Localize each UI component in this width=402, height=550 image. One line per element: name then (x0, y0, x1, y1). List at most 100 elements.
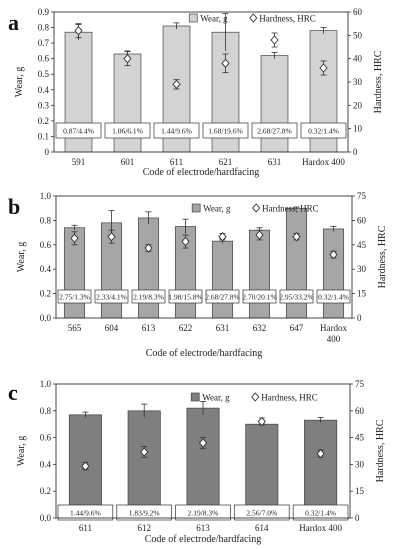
hardness-point (319, 63, 328, 73)
y-right-tick-label: 45 (355, 433, 365, 443)
legend-marker-hardness (252, 203, 261, 213)
x-tick-label: 614 (255, 523, 269, 533)
y-right-tick-label: 75 (355, 379, 365, 389)
hardness-point (221, 58, 230, 69)
value-box-label: 1.44/9.6% (70, 509, 101, 518)
legend-label-wear: Wear, g (203, 204, 231, 214)
y-tick-label: 1.0 (40, 191, 52, 201)
value-box (292, 504, 349, 521)
x-tick-label: 621 (219, 157, 233, 167)
legend-swatch-wear (190, 392, 200, 402)
y-tick-label: 0.4 (40, 264, 52, 274)
x-tick-label: Hardox (320, 323, 347, 333)
value-box-label: 2.68/27.8% (205, 293, 240, 302)
y-right-tick-label: 40 (353, 54, 363, 64)
y-right-tick-label: 75 (357, 191, 367, 201)
value-box-label: 2.33/4.1% (96, 293, 127, 302)
x-tick-label: 632 (253, 323, 267, 333)
x-tick-label: 631 (268, 157, 282, 167)
value-box (205, 289, 240, 304)
y-right-tick-label: 30 (357, 264, 367, 274)
y-tick-label: 0.2 (38, 116, 49, 126)
hardness-point (144, 243, 153, 253)
value-box-label: 0.32/1.4% (308, 127, 339, 136)
chart-panel-b: 2.75/1.3% 2.33/4.1% 2.19/8.3% 1.98/15.8% 2.6… (8, 191, 388, 359)
value-box-label: 2.56/7.0% (246, 509, 277, 518)
wear-bar (304, 419, 338, 519)
value-box-label: 2.19/8.3% (133, 293, 164, 302)
y-tick-label: 1.0 (40, 379, 52, 389)
value-box (168, 289, 203, 304)
hardness-point (140, 447, 149, 457)
y-right-tick-label: 30 (355, 459, 365, 469)
x-tick-label: 631 (216, 323, 230, 333)
y-right-tick-label: 0 (357, 313, 362, 323)
hardness-point (255, 230, 264, 240)
hardness-point (181, 236, 190, 247)
x-tick-label: 613 (196, 523, 210, 533)
value-box (131, 289, 166, 304)
value-box (153, 122, 200, 139)
y-axis-label: Wear, g (16, 242, 27, 272)
value-box (242, 289, 277, 304)
y-tick-label: 0.6 (40, 433, 52, 443)
value-box (202, 122, 249, 139)
y-right-tick-label: 30 (353, 77, 363, 87)
hardness-point (70, 233, 79, 243)
x-axis-label: Code of electrode/hardfacing (146, 348, 263, 359)
y-tick-label: 0.5 (38, 69, 50, 79)
value-box (316, 289, 351, 304)
y-tick-label: 0 (45, 147, 50, 157)
value-box (251, 122, 298, 139)
y-right-tick-label: 0 (353, 147, 358, 157)
y-tick-label: 0.2 (40, 289, 51, 299)
y-right-tick-label: 10 (353, 124, 363, 134)
y-tick-label: 0.1 (38, 131, 49, 141)
y-right-tick-label: 50 (353, 30, 363, 40)
x-axis-label: Code of electrode/hardfacing (145, 534, 262, 545)
y-tick-label: 0.6 (38, 54, 50, 64)
value-box-label: 2.70/20.1% (242, 293, 277, 302)
y-axis-label: Wear, g (14, 67, 25, 97)
value-box (57, 504, 114, 521)
legend-swatch-wear (191, 203, 201, 213)
value-box (116, 504, 172, 521)
value-box-label: 1.83/9.2% (129, 509, 160, 518)
hardness-point (292, 231, 301, 242)
wear-bar (248, 229, 271, 319)
hardness-point (81, 461, 90, 471)
wear-bar (127, 410, 161, 519)
value-box-label: 2.68/27.8% (257, 127, 292, 136)
hardness-point (107, 231, 116, 242)
y-right-axis-label: Hardness, HRC (375, 419, 386, 482)
legend-marker-hardness (251, 392, 260, 402)
y-right-tick-label: 15 (357, 289, 367, 299)
hardness-point (74, 25, 83, 36)
x-tick-label: 611 (170, 157, 183, 167)
x-tick-label: 622 (179, 323, 193, 333)
y-tick-label: 0.2 (40, 486, 51, 496)
legend-label-hardness: Hardness, HRC (259, 14, 316, 24)
y-tick-label: 0.8 (40, 215, 52, 225)
legend-label-hardness: Hardness, HRC (262, 204, 319, 214)
legend-swatch-wear (188, 13, 198, 23)
y-tick-label: 0.7 (38, 38, 50, 48)
legend-label-wear: Wear, g (202, 393, 230, 403)
y-right-tick-label: 0 (355, 513, 360, 523)
x-tick-label: 612 (137, 523, 151, 533)
value-box (55, 122, 102, 139)
y-tick-label: 0.9 (38, 7, 50, 17)
wear-bar (211, 240, 234, 319)
x-tick-label: 565 (68, 323, 82, 333)
x-tick-label: Hardox 400 (302, 157, 345, 167)
value-box-label: 1.06/6.1% (112, 127, 143, 136)
y-right-axis-label: Hardness, HRC (373, 50, 384, 113)
y-right-tick-label: 15 (355, 486, 365, 496)
legend-label-wear: Wear, g (200, 14, 228, 24)
value-box (175, 504, 231, 521)
x-tick-label: 400 (327, 334, 341, 344)
hardness-point (123, 53, 132, 64)
value-box (300, 122, 347, 139)
value-box-label: 2.75/1.3% (59, 293, 90, 302)
wear-bar (322, 228, 345, 319)
